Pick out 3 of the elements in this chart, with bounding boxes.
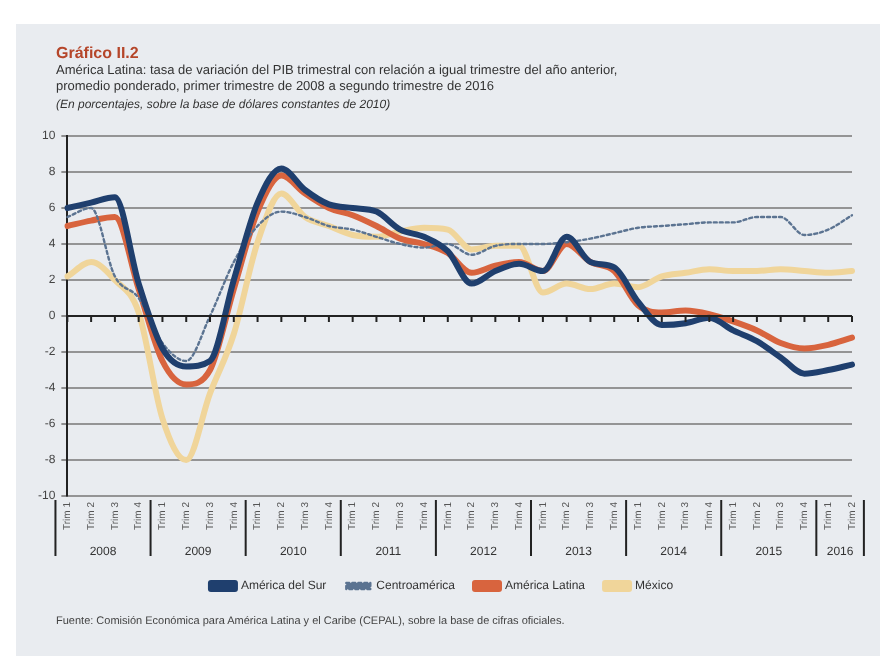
chart-title: Gráfico II.2 [56,44,139,62]
line-series [64,190,855,464]
line-series [66,206,854,363]
